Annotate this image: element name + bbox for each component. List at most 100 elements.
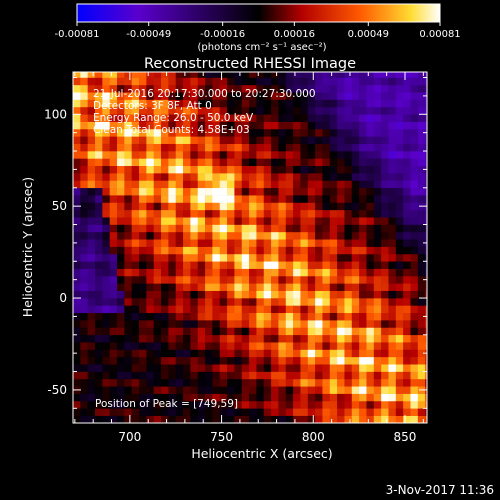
heatmap-cell — [329, 386, 338, 394]
heatmap-cell — [403, 136, 411, 144]
heatmap-cell — [388, 327, 397, 336]
heatmap-cell — [161, 415, 169, 423]
heatmap-cell — [153, 349, 162, 358]
heatmap-cell — [395, 371, 404, 380]
heatmap-cell — [300, 364, 309, 372]
heatmap-cell — [117, 415, 125, 423]
heatmap-cell — [293, 261, 301, 269]
heatmap-cell — [249, 239, 257, 247]
heatmap-cell — [102, 408, 110, 416]
heatmap-cell — [73, 415, 81, 423]
heatmap-cell — [183, 283, 191, 291]
heatmap-cell — [381, 290, 389, 299]
heatmap-cell — [293, 143, 301, 152]
heatmap-cell — [329, 327, 338, 336]
heatmap-cell — [197, 364, 206, 372]
heatmap-cell — [190, 408, 199, 416]
heatmap-cell — [117, 275, 125, 284]
heatmap-cell — [381, 378, 389, 387]
heatmap-cell — [410, 239, 419, 247]
heatmap-cell — [131, 283, 140, 291]
heatmap-cell — [293, 305, 301, 314]
heatmap-cell — [381, 187, 389, 196]
heatmap-cell — [73, 180, 81, 189]
heatmap-cell — [161, 349, 169, 358]
heatmap-cell — [175, 393, 184, 402]
heatmap-cell — [351, 143, 360, 152]
heatmap-cell — [183, 92, 191, 100]
heatmap-cell — [102, 195, 110, 203]
heatmap-cell — [395, 165, 404, 174]
heatmap-cell — [351, 173, 360, 181]
heatmap-cell — [219, 320, 228, 328]
heatmap-cell — [278, 268, 287, 277]
heatmap-cell — [241, 92, 250, 100]
heatmap-cell — [197, 408, 206, 416]
heatmap-cell — [227, 327, 235, 336]
heatmap-cell — [271, 283, 279, 291]
heatmap-cell — [190, 231, 199, 240]
heatmap-cell — [395, 187, 404, 196]
heatmap-cell — [271, 334, 279, 343]
heatmap-cell — [329, 202, 338, 211]
heatmap-cell — [80, 173, 88, 181]
heatmap-cell — [344, 151, 353, 159]
heatmap-cell — [161, 342, 169, 350]
heatmap-cell — [190, 217, 199, 225]
heatmap-cell — [322, 342, 331, 350]
heatmap-cell — [227, 77, 235, 86]
heatmap-cell — [117, 408, 125, 416]
heatmap-cell — [410, 400, 419, 409]
heatmap-cell — [285, 312, 294, 321]
heatmap-cell — [403, 327, 411, 336]
heatmap-cell — [263, 121, 272, 130]
heatmap-cell — [315, 349, 323, 358]
heatmap-cell — [197, 253, 206, 262]
heatmap-cell — [124, 349, 132, 358]
heatmap-cell — [307, 253, 316, 262]
heatmap-cell — [95, 239, 103, 247]
heatmap-cell — [80, 106, 88, 115]
heatmap-cell — [183, 209, 191, 218]
heatmap-cell — [205, 195, 213, 203]
heatmap-cell — [95, 99, 103, 108]
heatmap-cell — [117, 253, 125, 262]
heatmap-cell — [410, 342, 419, 350]
heatmap-cell — [366, 99, 375, 108]
heatmap-cell — [139, 246, 147, 255]
heatmap-cell — [315, 386, 323, 394]
heatmap-cell — [417, 298, 426, 306]
heatmap-cell — [168, 84, 177, 93]
heatmap-cell — [351, 239, 360, 247]
heatmap-cell — [205, 151, 213, 159]
heatmap-cell — [366, 217, 375, 225]
heatmap-cell — [80, 121, 88, 130]
heatmap-cell — [117, 400, 125, 409]
heatmap-cell — [359, 128, 367, 137]
heatmap-cell — [425, 143, 427, 152]
heatmap-cell — [131, 195, 140, 203]
heatmap-cell — [388, 342, 397, 350]
heatmap-cell — [168, 77, 177, 86]
heatmap-cell — [117, 158, 125, 167]
heatmap-cell — [300, 180, 309, 189]
heatmap-cell — [183, 290, 191, 299]
heatmap-cell — [161, 173, 169, 181]
heatmap-cell — [139, 224, 147, 233]
heatmap-cell — [425, 99, 427, 108]
heatmap-cell — [80, 151, 88, 159]
heatmap-cell — [161, 364, 169, 372]
heatmap-cell — [322, 378, 331, 387]
heatmap-cell — [153, 334, 162, 343]
heatmap-cell — [322, 312, 331, 321]
heatmap-cell — [373, 143, 382, 152]
heatmap-cell — [373, 72, 382, 78]
heatmap-cell — [307, 173, 316, 181]
heatmap-cell — [87, 158, 96, 167]
heatmap-cell — [403, 180, 411, 189]
heatmap-cell — [351, 275, 360, 284]
heatmap-cell — [373, 246, 382, 255]
heatmap-cell — [285, 195, 294, 203]
heatmap-cell — [293, 320, 301, 328]
heatmap-cell — [161, 99, 169, 108]
